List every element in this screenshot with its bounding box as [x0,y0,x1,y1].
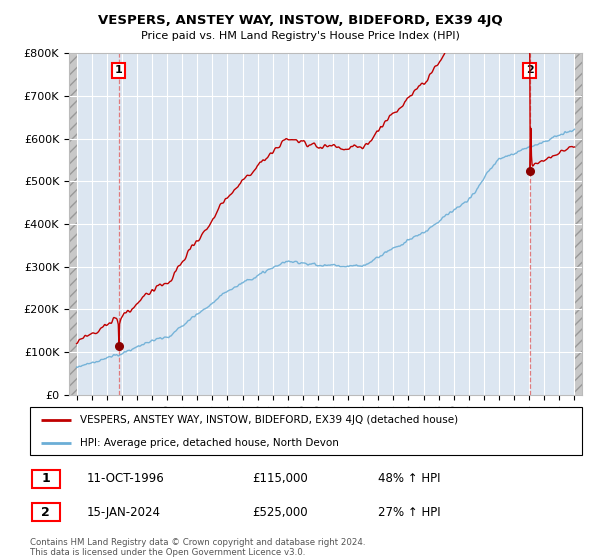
Text: £115,000: £115,000 [252,472,308,486]
Text: £525,000: £525,000 [252,506,308,519]
FancyBboxPatch shape [32,470,59,488]
Text: VESPERS, ANSTEY WAY, INSTOW, BIDEFORD, EX39 4JQ: VESPERS, ANSTEY WAY, INSTOW, BIDEFORD, E… [98,14,502,27]
Text: 2: 2 [526,66,533,75]
Text: Contains HM Land Registry data © Crown copyright and database right 2024.
This d: Contains HM Land Registry data © Crown c… [30,538,365,557]
Bar [69,19,77,395]
FancyBboxPatch shape [32,503,59,521]
Text: 48% ↑ HPI: 48% ↑ HPI [378,472,440,486]
FancyBboxPatch shape [30,407,582,455]
Text: 15-JAN-2024: 15-JAN-2024 [87,506,161,519]
Text: 11-OCT-1996: 11-OCT-1996 [87,472,165,486]
Text: 27% ↑ HPI: 27% ↑ HPI [378,506,440,519]
Text: VESPERS, ANSTEY WAY, INSTOW, BIDEFORD, EX39 4JQ (detached house): VESPERS, ANSTEY WAY, INSTOW, BIDEFORD, E… [80,414,458,424]
Text: HPI: Average price, detached house, North Devon: HPI: Average price, detached house, Nort… [80,438,338,448]
Text: 2: 2 [41,506,50,519]
Text: 1: 1 [115,66,122,75]
Bar [574,19,582,395]
Text: 1: 1 [41,472,50,486]
Text: Price paid vs. HM Land Registry's House Price Index (HPI): Price paid vs. HM Land Registry's House … [140,31,460,41]
